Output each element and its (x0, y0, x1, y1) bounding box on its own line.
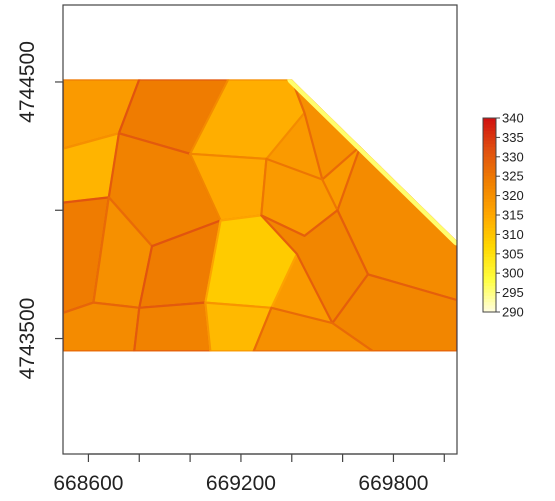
legend-swatch (483, 205, 496, 210)
legend-swatch (483, 263, 496, 268)
legend-swatch (483, 215, 496, 219)
legend-swatch (483, 286, 496, 290)
x-tick-label: 669800 (358, 472, 428, 495)
legend-swatch (483, 160, 496, 164)
legend-swatch (483, 121, 496, 126)
legend-swatch (483, 266, 496, 271)
legend-swatch (483, 279, 496, 284)
legend-label: 335 (502, 130, 524, 145)
legend-label: 295 (502, 285, 524, 300)
y-axis: 4743500 4744500 (16, 41, 64, 380)
field-18 (204, 301, 273, 352)
x-axis: 668600 669200 669800 (53, 453, 445, 495)
legend-swatch (483, 192, 496, 197)
legend-swatch (483, 221, 496, 226)
legend-label: 290 (502, 305, 524, 320)
field-19 (252, 306, 375, 352)
legend-swatch (483, 124, 496, 129)
legend-swatch (483, 130, 496, 135)
legend-swatch (483, 237, 496, 242)
legend-swatch (483, 150, 496, 155)
legend-swatch (483, 305, 496, 310)
legend-swatch (483, 179, 496, 184)
legend-swatch (483, 260, 496, 265)
raster-layer (63, 79, 457, 352)
legend-swatch (483, 276, 496, 281)
legend-swatch (483, 273, 496, 278)
legend-swatch (483, 176, 496, 181)
legend-swatch (483, 295, 496, 300)
legend-swatch (483, 218, 496, 223)
legend-swatch (483, 211, 496, 216)
x-tick-label: 669200 (206, 472, 276, 495)
legend-swatch (483, 198, 496, 203)
y-tick-label: 4744500 (16, 41, 39, 123)
legend-swatch (483, 169, 496, 174)
x-tick-label: 668600 (53, 472, 123, 495)
legend-swatch (483, 247, 496, 252)
legend-swatch (483, 118, 496, 122)
legend-swatch (483, 289, 496, 294)
legend-swatch (483, 143, 496, 148)
y-tick-label: 4743500 (16, 298, 39, 380)
legend-swatch (483, 202, 496, 206)
legend-swatch (483, 134, 496, 138)
legend-swatch (483, 234, 496, 239)
legend-swatch (483, 137, 496, 142)
legend-swatch (483, 257, 496, 261)
legend-swatch (483, 224, 496, 229)
legend-swatch (483, 182, 496, 187)
field-17 (133, 301, 212, 352)
legend-label: 325 (502, 169, 524, 184)
legend-swatch (483, 292, 496, 297)
legend-label: 300 (502, 266, 524, 281)
legend-swatch (483, 189, 496, 193)
legend-swatch (483, 302, 496, 307)
legend-swatch (483, 244, 496, 248)
legend-swatch (483, 156, 496, 161)
legend-swatch (483, 208, 496, 213)
legend-swatch (483, 147, 496, 151)
legend-label: 330 (502, 149, 524, 164)
legend-swatch (483, 127, 496, 132)
legend-swatch (483, 240, 496, 245)
legend-swatch (483, 231, 496, 235)
legend-label: 315 (502, 208, 524, 223)
color-legend: 290 295 300 305 310 315 320 325 330 335 340 (482, 111, 524, 320)
legend-label: 310 (502, 227, 524, 242)
field-16 (63, 301, 141, 352)
legend-swatch (483, 153, 496, 158)
legend-label: 320 (502, 188, 524, 203)
legend-swatch (483, 299, 496, 303)
legend-swatch (483, 166, 496, 171)
legend-label: 305 (502, 246, 524, 261)
legend-swatch (483, 269, 496, 274)
legend-swatch (483, 282, 496, 287)
field-15 (331, 273, 457, 352)
legend-swatch (483, 250, 496, 255)
legend-swatch (483, 308, 496, 313)
legend-swatch (483, 163, 496, 168)
field-3 (189, 79, 306, 160)
legend-swatch (483, 227, 496, 232)
legend-swatch (483, 172, 496, 177)
legend-swatch (483, 140, 496, 145)
legend-swatch (483, 195, 496, 200)
field-13 (204, 214, 298, 309)
legend-swatch (483, 185, 496, 190)
legend-swatch (483, 253, 496, 258)
legend-label: 340 (502, 111, 524, 126)
